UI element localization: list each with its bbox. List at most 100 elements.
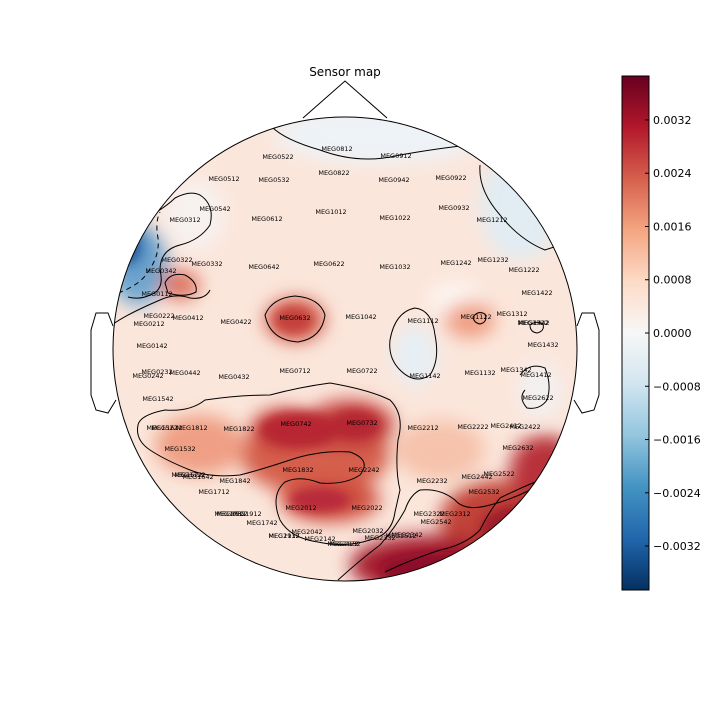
sensor-label: MEG0942 (378, 176, 409, 184)
negative-contour (117, 211, 161, 294)
colorbar-tick-label: −0.0016 (653, 434, 701, 447)
sensor-label: MEG2122 (327, 540, 358, 548)
topomap-field (113, 117, 577, 581)
right-ear-outline (573, 312, 600, 414)
sensor-label: MEG1622 (171, 471, 202, 479)
sensor-label: MEG1012 (315, 208, 346, 216)
sensor-label: MEG2342 (391, 531, 422, 539)
sensor-label: MEG0732 (346, 419, 377, 427)
sensor-label: MEG1732 (214, 510, 245, 518)
sensor-label: MEG2032 (352, 527, 383, 535)
sensor-label: MEG0712 (279, 367, 310, 375)
colorbar-tick-label: −0.0024 (653, 487, 701, 500)
sensor-label: MEG1422 (521, 289, 552, 297)
sensor-label: MEG2022 (351, 504, 382, 512)
sensor-label: MEG1642 (182, 473, 213, 481)
sensor-label: MEG2422 (509, 423, 540, 431)
sensor-label: MEG2132 (329, 540, 360, 548)
sensor-label: MEG0442 (169, 369, 200, 377)
sensor-label: MEG0622 (313, 260, 344, 268)
sensor-label: MEG2112 (268, 532, 299, 540)
sensor-label: MEG0932 (438, 204, 469, 212)
sensor-label: MEG1132 (464, 369, 495, 377)
sensor-label: MEG2242 (348, 466, 379, 474)
sensor-label: MEG0212 (133, 320, 164, 328)
sensor-label: MEG2512 (385, 532, 416, 540)
sensor-label: MEG1442 (518, 319, 549, 327)
sensor-label: MEG1832 (282, 466, 313, 474)
sensor-label: MEG1842 (219, 477, 250, 485)
sensor-label: MEG2042 (291, 528, 322, 536)
colorbar: 0.0032 0.0024 0.0016 0.0008 0.0000 −0.0008 −0.… (621, 75, 701, 591)
sensor-label: MEG2142 (304, 535, 335, 543)
sensor-label: MEG2012 (285, 504, 316, 512)
sensor-label: MEG2622 (522, 394, 553, 402)
sensor-label: MEG1232 (477, 256, 508, 264)
left-ear-outline (90, 312, 117, 414)
head-outline (112, 116, 578, 582)
sensor-label: MEG2522 (483, 470, 514, 478)
sensor-label: MEG2532 (468, 488, 499, 496)
sensor-label: MEG1712 (198, 488, 229, 496)
sensor-label: MEG0312 (169, 216, 200, 224)
sensor-label: MEG1322 (517, 319, 548, 327)
sensor-label: MEG0612 (251, 215, 282, 223)
sensor-label: MEG1142 (409, 372, 440, 380)
plot-title: Sensor map (309, 65, 381, 79)
sensor-label: MEG0112 (141, 290, 172, 298)
sensor-label: MEG1822 (223, 425, 254, 433)
colorbar-tick-label: −0.0032 (653, 540, 701, 553)
sensor-label: MEG1222 (508, 266, 539, 274)
sensor-label: MEG0422 (220, 318, 251, 326)
sensor-label: MEG1742 (246, 519, 277, 527)
colorbar-gradient (621, 75, 650, 591)
sensor-label: MEG0742 (280, 420, 311, 428)
sensor-label: MEG0342 (145, 267, 176, 275)
sensor-label: MEG0922 (435, 174, 466, 182)
sensor-label: MEG2322 (413, 510, 444, 518)
sensor-label: MEG2442 (461, 473, 492, 481)
sensor-label: MEG1022 (379, 214, 410, 222)
sensor-label: MEG1412 (520, 371, 551, 379)
sensor-label: MEG0912 (380, 152, 411, 160)
sensor-labels: MEG0522 MEG0812 MEG0912 MEG0512 MEG0532 MEG08… (132, 145, 558, 548)
sensor-label: MEG2212 (407, 424, 438, 432)
sensor-label: MEG0512 (208, 175, 239, 183)
sensor-label: MEG2222 (457, 423, 488, 431)
sensor-label: MEG1922 (216, 510, 247, 518)
sensor-label: MEG2312 (439, 510, 470, 518)
sensor-label: MEG2232 (416, 477, 447, 485)
sensor-label: MEG1542 (142, 395, 173, 403)
sensor-label: MEG1242 (440, 259, 471, 267)
sensor-label: MEG0812 (321, 145, 352, 153)
contour-lines (113, 126, 564, 581)
sensor-label: MEG1532 (164, 445, 195, 453)
sensor-label: MEG0632 (279, 314, 310, 322)
sensor-label: MEG0722 (346, 367, 377, 375)
sensor-label: MEG1612 (151, 424, 182, 432)
sensor-label: MEG2632 (502, 444, 533, 452)
sensor-label: MEG0542 (199, 205, 230, 213)
sensor-label: MEG1122 (460, 313, 491, 321)
sensor-label: MEG0242 (132, 372, 163, 380)
sensor-label: MEG0232 (141, 368, 172, 376)
sensor-label: MEG2542 (420, 518, 451, 526)
sensor-label: MEG1912 (230, 510, 261, 518)
sensor-label: MEG1522 (146, 424, 177, 432)
colorbar-tick-label: 0.0032 (653, 114, 692, 127)
sensor-label: MEG1932 (268, 532, 299, 540)
sensor-label: MEG0412 (172, 314, 203, 322)
sensor-label: MEG2332 (364, 534, 395, 542)
sensor-label: MEG1812 (176, 424, 207, 432)
colorbar-ticks: 0.0032 0.0024 0.0016 0.0008 0.0000 −0.0008 −0.… (645, 114, 701, 553)
sensor-label: MEG0322 (161, 256, 192, 264)
sensor-label: MEG0432 (218, 373, 249, 381)
colorbar-tick-label: 0.0000 (653, 327, 692, 340)
colorbar-tick-label: −0.0008 (653, 380, 701, 393)
sensor-label: MEG0332 (191, 260, 222, 268)
colorbar-tick-label: 0.0016 (653, 220, 692, 233)
sensor-label: MEG1032 (379, 263, 410, 271)
colorbar-tick-label: 0.0008 (653, 274, 692, 287)
sensor-label: MEG1312 (496, 310, 527, 318)
